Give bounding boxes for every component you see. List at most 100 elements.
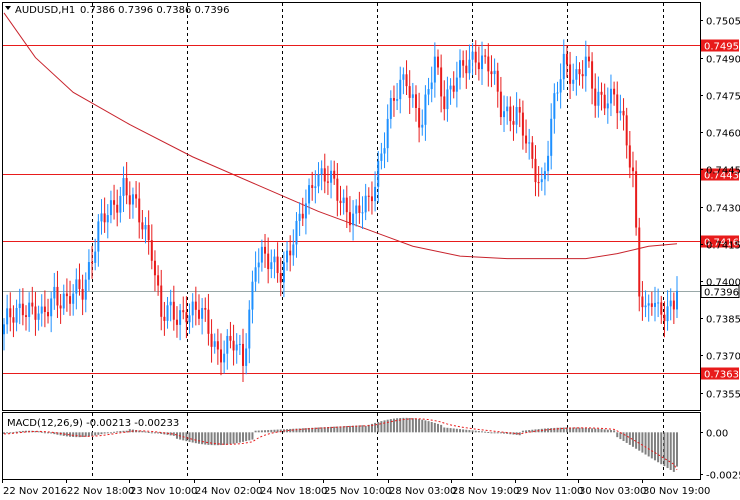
candle-body — [383, 148, 386, 154]
macd-bar — [232, 432, 235, 444]
triangle-down-icon[interactable] — [5, 6, 11, 10]
candle-body — [591, 61, 594, 89]
macd-pane-frame — [2, 412, 701, 480]
candle-body — [603, 94, 606, 109]
macd-bar — [18, 431, 21, 433]
macd-bar — [377, 422, 380, 433]
candle-body — [330, 170, 333, 183]
macd-bar — [43, 432, 46, 434]
candle-body — [657, 302, 660, 304]
candle-body — [496, 70, 499, 92]
macd-bar — [462, 429, 465, 433]
candle-body — [223, 353, 226, 363]
level-price-tag — [701, 39, 739, 52]
macd-bar — [584, 427, 587, 433]
candle-body — [18, 303, 21, 309]
macd-bar — [392, 418, 395, 433]
candle-body — [386, 118, 389, 149]
candle-body — [468, 59, 471, 74]
macd-bar — [374, 422, 377, 433]
macd-bar — [9, 432, 12, 434]
candle-body — [521, 112, 524, 136]
macd-bar — [660, 432, 663, 465]
candle-body — [528, 142, 531, 144]
candle-body — [414, 94, 417, 108]
x-tick-label: 28 Nov 03:00 — [389, 486, 456, 497]
candle-body — [163, 316, 166, 321]
macd-bar — [119, 431, 122, 433]
candle-body — [534, 158, 537, 183]
macd-bar — [547, 428, 550, 433]
macd-bar — [433, 422, 436, 433]
macd-bar — [600, 429, 603, 433]
candle-body — [113, 200, 116, 205]
macd-bar — [128, 429, 131, 433]
candle-body — [587, 56, 590, 62]
candle-body — [21, 303, 24, 316]
candle-body — [550, 118, 553, 156]
candle-body — [292, 244, 295, 256]
macd-bar — [40, 431, 43, 433]
candle-body — [650, 303, 653, 307]
macd-bar — [427, 421, 430, 433]
y-tick-label: 0.7355 — [706, 390, 740, 401]
macd-bar — [330, 426, 333, 433]
macd-bar — [197, 432, 200, 444]
candle-body — [97, 221, 100, 252]
candle-body — [672, 300, 675, 310]
macd-bar — [591, 428, 594, 433]
candle-body — [169, 301, 172, 306]
macd-bar — [191, 432, 194, 443]
macd-bar — [153, 432, 156, 434]
candle-body — [150, 240, 153, 261]
candle-body — [358, 205, 361, 213]
candle-body — [84, 279, 87, 300]
macd-bar — [493, 432, 496, 434]
macd-signal-line — [3, 418, 678, 471]
candle-body — [282, 262, 285, 283]
candle-body — [562, 53, 565, 80]
macd-bar — [260, 430, 263, 433]
macd-bar — [386, 419, 389, 433]
moving-average-line — [3, 12, 678, 260]
macd-bar — [342, 426, 345, 433]
y-tick-label: 0.7430 — [706, 204, 740, 215]
candle-body — [197, 309, 200, 319]
horizontal-levels[interactable]: 0.7495 0.7443 0.7416 0.7363 0.7396 — [3, 39, 740, 381]
candle-body — [392, 98, 395, 101]
macd-bar — [116, 431, 119, 433]
candle-body — [87, 262, 90, 280]
macd-bar — [443, 427, 446, 433]
macd-bar — [15, 431, 18, 433]
candle-body — [248, 309, 251, 349]
candle-body — [260, 246, 263, 263]
candle-body — [279, 273, 282, 283]
candle-body — [427, 89, 430, 95]
macd-bar — [323, 427, 326, 433]
macd-bar — [78, 432, 81, 438]
y-tick-label: 0.7475 — [706, 92, 740, 103]
candle-body — [53, 286, 56, 299]
candle-body — [153, 260, 156, 276]
level-price-tag — [701, 235, 739, 248]
macd-bar — [333, 426, 336, 433]
macd-bar — [635, 432, 638, 449]
macd-bar — [339, 426, 342, 433]
macd-bar — [144, 431, 147, 433]
macd-bar — [175, 432, 178, 439]
macd-bar — [242, 432, 245, 442]
macd-y-tick-label: -0.00257 — [706, 471, 740, 482]
macd-bar — [364, 425, 367, 433]
candle-body — [336, 178, 339, 201]
macd-bar — [647, 432, 650, 457]
candle-body — [518, 107, 521, 113]
macd-bar — [147, 431, 150, 433]
macd-bar — [543, 428, 546, 433]
macd-bar — [194, 432, 197, 444]
candle-body — [182, 310, 185, 313]
candle-body — [50, 298, 53, 317]
macd-bar — [405, 417, 408, 433]
macd-bar — [304, 428, 307, 433]
